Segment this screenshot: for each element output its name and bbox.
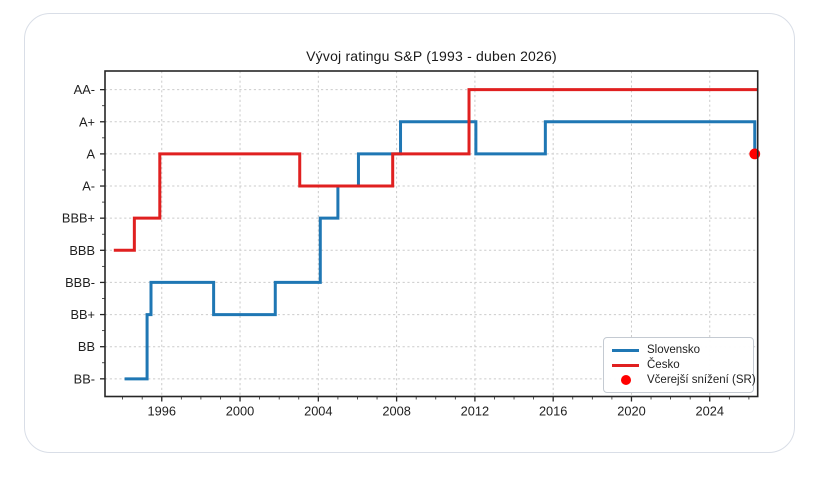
legend-item-slovensko: Slovensko: [612, 343, 745, 358]
x-tick-label: 2024: [696, 404, 724, 419]
axes-frame: [104, 70, 759, 398]
chart-legend: Slovensko Česko Včerejší snížení (SR): [603, 337, 756, 393]
downgrade-marker-dot: [749, 148, 761, 160]
y-tick-label: A+: [79, 114, 95, 129]
legend-item-downgrade: Včerejší snížení (SR): [612, 372, 756, 387]
legend-swatch-wrap: [612, 348, 639, 352]
legend-swatch-wrap: [612, 363, 639, 367]
x-tick-label: 2004: [304, 404, 332, 419]
legend-label: Slovensko: [647, 344, 701, 357]
legend-item-cesko: Česko: [612, 358, 745, 373]
x-tick-label: 2016: [539, 404, 567, 419]
red-line-swatch-icon: [612, 363, 639, 367]
y-tick-label: AA-: [74, 82, 95, 97]
y-tick-label: BB: [78, 339, 95, 354]
legend-label: Včerejší snížení (SR): [647, 373, 756, 386]
x-tick-label: 2008: [382, 404, 410, 419]
x-tick-label: 2012: [461, 404, 489, 419]
series-line-česko: [113, 88, 758, 252]
y-tick-label: BBB: [69, 243, 95, 258]
y-tick-label: A: [86, 146, 95, 161]
blue-line-swatch-icon: [612, 348, 639, 352]
x-tick-label: 2000: [226, 404, 254, 419]
legend-swatch-wrap: [612, 374, 639, 385]
red-dot-swatch-icon: [620, 374, 631, 385]
y-tick-label: BBB-: [65, 275, 95, 290]
chart-title: Vývoj ratingu S&P (1993 - duben 2026): [306, 48, 557, 64]
x-tick-label: 2020: [617, 404, 645, 419]
y-tick-label: BB+: [70, 307, 95, 322]
y-tick-label: BB-: [74, 371, 95, 386]
y-tick-label: A-: [82, 179, 95, 194]
legend-label: Česko: [647, 359, 680, 371]
y-tick-label: BBB+: [62, 211, 95, 226]
series-line-slovensko: [124, 120, 757, 381]
x-tick-label: 1996: [148, 404, 176, 419]
